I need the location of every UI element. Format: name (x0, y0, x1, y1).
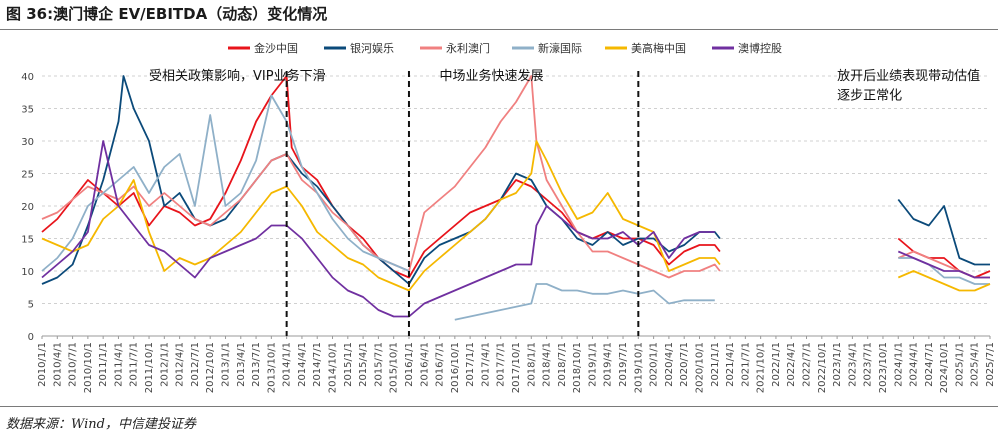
x-tick-label: 2019/4/1 (603, 342, 614, 387)
x-tick-label: 2014/4/1 (297, 342, 308, 387)
y-tick-label: 5 (28, 300, 34, 311)
x-tick-label: 2018/1/1 (526, 342, 537, 387)
x-tick-label: 2010/1/1 (37, 342, 48, 387)
x-tick-label: 2022/4/1 (786, 342, 797, 387)
x-tick-label: 2025/4/1 (970, 342, 981, 387)
legend-label: 永利澳门 (446, 41, 490, 55)
chart-annotation: 放开后业绩表现带动估值 (837, 68, 980, 84)
x-tick-label: 2014/10/1 (328, 342, 339, 393)
grid-layer (42, 75, 990, 337)
x-tick-label: 2020/1/1 (649, 342, 660, 387)
x-tick-label: 2015/4/1 (358, 342, 369, 387)
x-tick-label: 2024/7/1 (924, 342, 935, 387)
chart-area: 0 5 10 15 20 25 30 35 40 2010/1/1 2010/4/1 2010/7/1… (21, 41, 996, 393)
x-tick-label: 2016/7/1 (435, 342, 446, 387)
chart-annotation: 受相关政策影响，VIP业务下滑 (149, 68, 326, 84)
figure-title: 图 36:澳门博企 EV/EBITDA（动态）变化情况 (6, 5, 328, 23)
x-tick-label: 2021/4/1 (725, 342, 736, 387)
x-tick-label: 2010/7/1 (68, 342, 79, 387)
series-line-3 (41, 75, 990, 279)
x-tick-label: 2018/4/1 (542, 342, 553, 387)
x-tick-label: 2015/1/1 (343, 342, 354, 387)
x-tick-label: 2022/10/1 (817, 342, 828, 393)
series-layer (41, 75, 991, 321)
x-tick-label: 2020/4/1 (664, 342, 675, 387)
y-tick-label: 35 (21, 105, 34, 116)
x-tick-label: 2012/1/1 (159, 342, 170, 387)
x-tick-label: 2022/7/1 (802, 342, 813, 387)
x-tick-label: 2021/10/1 (756, 342, 767, 393)
x-tick-label: 2017/1/1 (465, 342, 476, 387)
x-tick-label: 2012/4/1 (175, 342, 186, 387)
x-tick-label: 2023/4/1 (847, 342, 858, 387)
top-rule (0, 29, 998, 30)
x-tick-label: 2021/1/1 (710, 342, 721, 387)
x-tick-label: 2014/7/1 (312, 342, 323, 387)
x-tick-label: 2016/1/1 (404, 342, 415, 387)
series-line-1 (41, 75, 991, 279)
x-tick-label: 2019/1/1 (587, 342, 598, 387)
x-tick-label: 2018/7/1 (557, 342, 568, 387)
x-tick-label: 2015/10/1 (389, 342, 400, 393)
x-tick-label: 2023/10/1 (878, 342, 889, 393)
x-tick-label: 2011/10/1 (144, 342, 155, 393)
series-line-5 (41, 140, 991, 292)
x-tick-label: 2024/10/1 (939, 342, 950, 393)
y-tick-label: 15 (21, 235, 34, 246)
x-tick-label: 2020/7/1 (679, 342, 690, 387)
x-tick-label: 2025/7/1 (985, 342, 996, 387)
x-tick-label: 2014/1/1 (282, 342, 293, 387)
x-tick-label: 2022/1/1 (771, 342, 782, 387)
x-tick-label: 2010/10/1 (83, 342, 94, 393)
x-tick-label: 2013/7/1 (251, 342, 262, 387)
x-tick-label: 2023/1/1 (832, 342, 843, 387)
legend-label: 新濠国际 (538, 41, 582, 55)
y-tick-label: 10 (21, 267, 34, 278)
x-tick-label: 2020/10/1 (694, 342, 705, 393)
x-tick-label: 2013/4/1 (236, 342, 247, 387)
series-line-4 (41, 94, 990, 321)
x-tick-label: 2018/10/1 (572, 342, 583, 393)
chart-annotation: 逐步正常化 (837, 89, 902, 104)
legend-label: 银河娱乐 (350, 41, 394, 55)
x-tick-label: 2012/10/1 (205, 342, 216, 393)
series-line-6 (41, 140, 990, 318)
x-tick-label: 2013/10/1 (266, 342, 277, 393)
x-tick-label: 2016/10/1 (450, 342, 461, 393)
legend-label: 美高梅中国 (631, 41, 686, 55)
x-tick-label: 2024/4/1 (909, 342, 920, 387)
x-tick-label: 2011/4/1 (113, 342, 124, 387)
axis-layer: 0 5 10 15 20 25 30 35 40 2010/1/1 2010/4/1 2010/7/1… (21, 72, 996, 393)
x-tick-label: 2017/7/1 (496, 342, 507, 387)
legend: 金沙中国 银河娱乐 永利澳门 新濠国际 美高梅中国 澳博控股 (228, 41, 782, 55)
x-tick-label: 2011/7/1 (129, 342, 140, 387)
legend-label: 澳博控股 (738, 41, 782, 55)
divider-layer (285, 71, 640, 336)
x-tick-label: 2010/4/1 (52, 342, 63, 387)
chart-annotation: 中场业务快速发展 (440, 68, 544, 84)
x-tick-label: 2016/4/1 (419, 342, 430, 387)
x-tick-label: 2017/10/1 (511, 342, 522, 393)
x-tick-label: 2019/10/1 (633, 342, 644, 393)
x-tick-label: 2025/1/1 (954, 342, 965, 387)
x-tick-label: 2012/7/1 (190, 342, 201, 387)
x-tick-label: 2011/1/1 (98, 342, 109, 387)
legend-label: 金沙中国 (254, 41, 298, 55)
bottom-rule (0, 406, 998, 407)
x-tick-label: 2019/7/1 (618, 342, 629, 387)
y-tick-label: 0 (28, 332, 34, 343)
x-tick-label: 2024/1/1 (893, 342, 904, 387)
y-tick-label: 25 (21, 170, 34, 181)
x-tick-label: 2013/1/1 (220, 342, 231, 387)
figure-source: 数据来源：Wind，中信建投证券 (6, 417, 196, 432)
y-tick-label: 20 (21, 202, 34, 213)
x-tick-label: 2017/4/1 (480, 342, 491, 387)
x-tick-label: 2015/7/1 (373, 342, 384, 387)
y-tick-label: 30 (21, 137, 34, 148)
x-tick-label: 2023/7/1 (863, 342, 874, 387)
x-tick-label: 2021/7/1 (740, 342, 751, 387)
y-tick-label: 40 (21, 72, 34, 83)
